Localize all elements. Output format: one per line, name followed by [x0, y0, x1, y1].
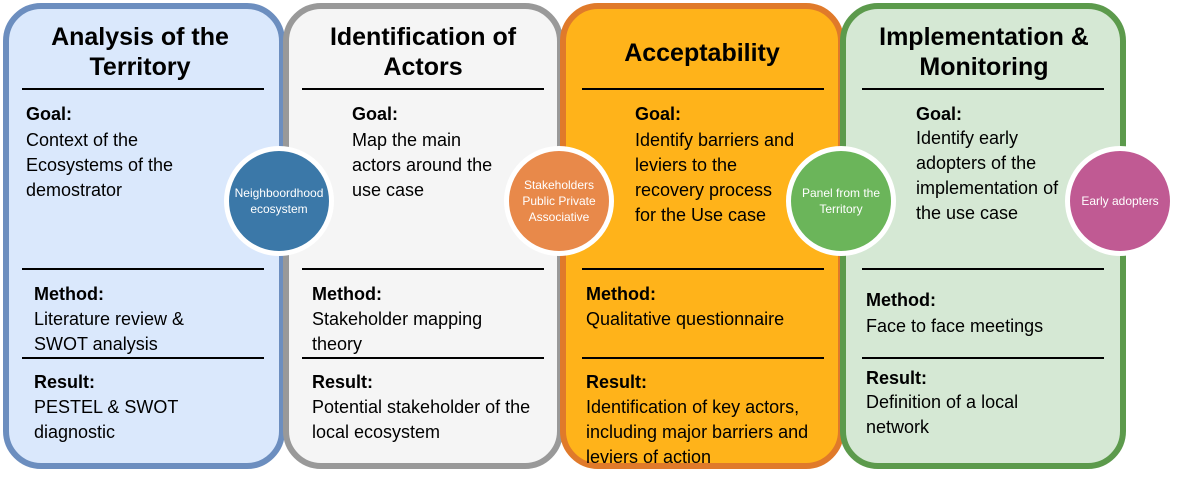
divider: [862, 268, 1104, 270]
goal-label: Goal:: [26, 104, 73, 124]
divider: [22, 268, 264, 270]
goal-label: Goal:: [916, 104, 963, 124]
result-text: PESTEL & SWOT diagnostic: [34, 397, 179, 442]
result-text: Identification of key actors, including …: [586, 397, 809, 467]
method-label: Method:: [34, 284, 104, 304]
circle-stakeholders: Stakeholders Public Private Associative: [504, 146, 614, 256]
result-label: Result:: [586, 372, 648, 392]
divider: [302, 357, 544, 359]
stage-title: Acceptability: [624, 39, 780, 67]
divider: [862, 357, 1104, 359]
method-text: Face to face meetings: [866, 316, 1044, 336]
method-text: Literature review & SWOT analysis: [34, 309, 185, 354]
goal-text: Context of the Ecosystems of the demostr…: [26, 130, 174, 200]
result-label: Result:: [312, 372, 374, 392]
stage-title: Implementation & Monitoring: [879, 23, 1089, 81]
method-label: Method:: [866, 290, 936, 310]
result-label: Result:: [866, 368, 928, 388]
divider: [22, 88, 264, 90]
divider: [302, 88, 544, 90]
circle-label: Panel from the Territory: [801, 186, 881, 216]
circle-label: Stakeholders Public Private Associative: [522, 178, 596, 224]
method-text: Stakeholder mapping theory: [312, 309, 483, 354]
divider: [582, 88, 824, 90]
circle-neighbourhood-ecosystem: Neighboordhood ecosystem: [224, 146, 334, 256]
goal-label: Goal:: [635, 104, 682, 124]
divider: [582, 357, 824, 359]
method-text: Qualitative questionnaire: [586, 309, 785, 329]
stage-title: Analysis of the Territory: [51, 23, 229, 81]
goal-label: Goal:: [352, 104, 399, 124]
stage-title: Identification of Actors: [329, 23, 517, 81]
circle-panel-territory: Panel from the Territory: [786, 146, 896, 256]
result-text: Potential stakeholder of the local ecosy…: [312, 397, 531, 442]
goal-text: Identify barriers and leviers to the rec…: [635, 130, 795, 225]
method-label: Method:: [586, 284, 656, 304]
circle-label: Neighboordhood ecosystem: [234, 186, 324, 216]
divider: [22, 357, 264, 359]
result-text: Definition of a local network: [866, 392, 1019, 437]
result-label: Result:: [34, 372, 96, 392]
divider: [582, 268, 824, 270]
method-label: Method:: [312, 284, 382, 304]
circle-early-adopters: Early adopters: [1065, 146, 1175, 256]
divider: [302, 268, 544, 270]
goal-text: Identify early adopters of the implement…: [916, 128, 1059, 223]
circle-label: Early adopters: [1081, 194, 1159, 208]
goal-text: Map the main actors around the use case: [352, 130, 493, 200]
divider: [862, 88, 1104, 90]
